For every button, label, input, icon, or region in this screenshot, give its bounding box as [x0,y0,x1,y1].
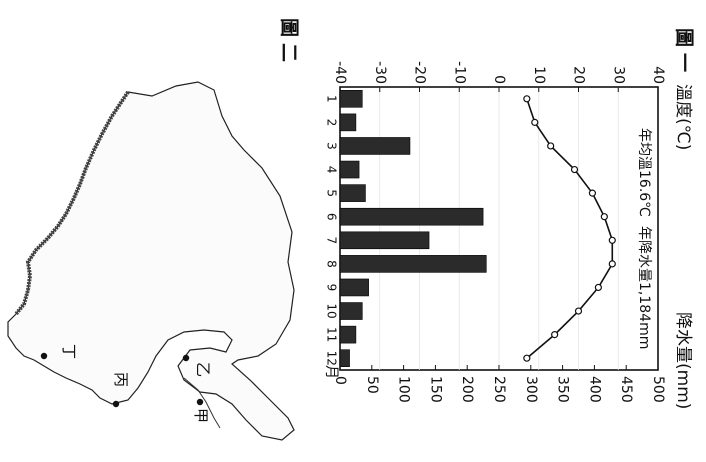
region-map: 圖二 甲 乙 丙 丁 [7,18,300,441]
temp-point [547,142,555,150]
temp-point [608,236,616,244]
temp-tick-label: 20 [571,66,587,84]
temp-polyline [526,98,614,359]
temp-tick-label: -20 [412,61,428,84]
temp-tick-label: -30 [372,61,388,84]
region-outline [7,81,295,441]
temp-tick-label: 40 [650,66,666,84]
temp-point [574,307,583,315]
temp-axis-title: 溫度(℃) [673,84,693,150]
town-ding-dot [40,352,48,360]
month-label: 3 [325,142,339,150]
precip-bar [339,349,350,367]
temp-point [600,213,608,221]
month-label: 12 [325,351,339,366]
town-ding-label: 丁 [60,344,78,359]
month-label: 10 [325,303,339,318]
temp-point [523,95,531,103]
temp-tick-label: 10 [531,66,547,84]
precip-bar [339,325,357,344]
month-label: 2 [325,119,339,127]
temp-tick-label: 30 [610,66,626,84]
temp-line [523,95,616,362]
temp-point [523,354,531,362]
precip-bar [339,278,369,297]
estuary-line [183,377,221,429]
temp-point [588,189,597,197]
precip-tick-label: 500 [650,376,666,403]
precip-bar [339,207,484,226]
figure1-caption: 圖一 [673,28,695,78]
annotation-temp: 年均溫16.6℃ [636,128,652,217]
annotation-precip: 年降水量1,184mm [636,226,652,349]
figure2-caption: 圖二 [278,18,300,68]
temp-point [608,260,616,268]
coastline-hatch [14,90,130,316]
precip-tick-label: 250 [491,376,507,403]
temp-tick-label: 0 [491,75,507,84]
precip-tick-label: 150 [427,376,443,403]
precip-axis-title: 降水量(mm) [673,312,693,409]
month-label: 7 [325,236,339,244]
temp-point [594,283,602,292]
temp-point [531,118,539,126]
precip-tick-label: 300 [523,376,539,403]
month-label: 8 [325,260,339,268]
town-yi-label: 乙 [194,362,212,377]
month-label: 4 [325,166,339,174]
plot-gridlines [379,87,619,370]
precip-bar [339,231,430,250]
precip-tick-label: 450 [618,376,634,403]
precip-bar [339,90,363,108]
precip-bar [339,113,357,132]
month-label: 11 [325,327,339,342]
precip-bar [339,184,366,202]
precip-tick-label: 0 [332,376,348,385]
precip-bar [339,137,411,155]
precip-bar [339,255,487,273]
temp-tick-label: -40 [332,61,348,84]
town-yi-dot [182,354,190,362]
temp-tick-labels: 40 30 20 10 0 -10 -20 -30 -40 [332,61,666,84]
town-jia-label: 甲 [192,408,210,423]
temp-point [570,165,579,174]
town-bing-label: 丙 [112,372,130,387]
town-jia-dot [196,398,204,406]
month-label: 9 [325,284,339,292]
precip-tick-label: 50 [364,376,380,394]
precip-tick-label: 350 [555,376,571,403]
precip-tick-label: 200 [459,376,475,403]
month-label: 1 [325,95,339,103]
town-bing-dot [112,400,120,408]
axis-ticks [339,87,659,370]
temp-tick-label: -10 [451,61,467,84]
precip-tick-label: 100 [396,376,412,403]
month-suffix: 月 [323,365,339,379]
precip-bar [339,302,363,320]
precip-bars [339,90,487,367]
precip-tick-label: 400 [586,376,602,403]
temp-point [551,331,559,339]
month-label: 5 [325,189,339,197]
month-label: 6 [325,213,339,221]
precip-bar [339,160,360,179]
